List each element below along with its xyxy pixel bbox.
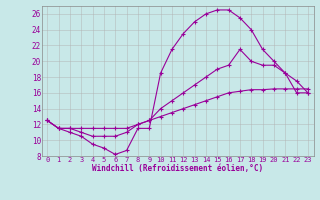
- X-axis label: Windchill (Refroidissement éolien,°C): Windchill (Refroidissement éolien,°C): [92, 164, 263, 173]
